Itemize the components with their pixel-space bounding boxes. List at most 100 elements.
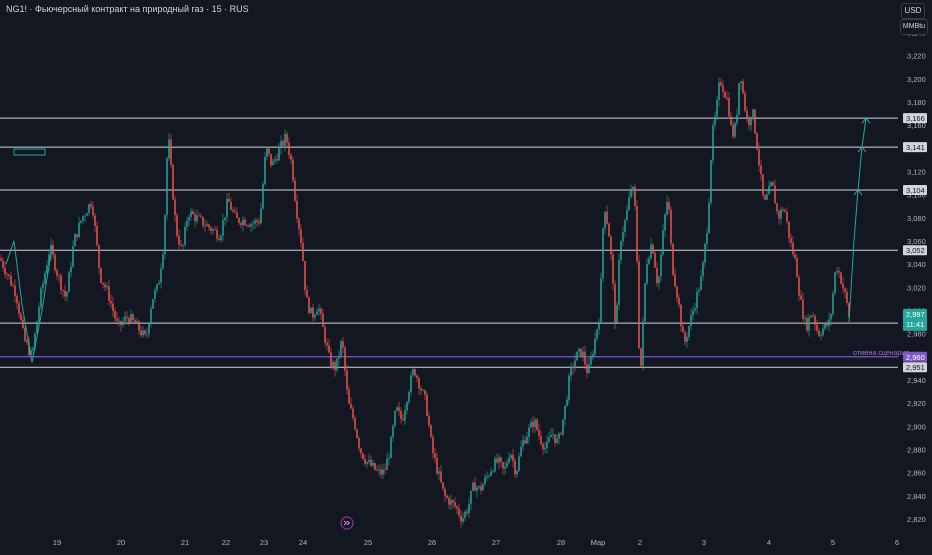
candle-body — [12, 285, 14, 287]
candle-body — [710, 160, 712, 203]
candle-body — [570, 366, 572, 376]
candle-body — [580, 348, 582, 357]
candle-body — [780, 209, 782, 219]
candle-body — [6, 274, 8, 275]
candle-body — [496, 458, 498, 463]
candle-body — [498, 457, 500, 463]
candle-body — [608, 223, 610, 237]
candle-body — [100, 267, 102, 283]
candle-body — [186, 220, 188, 227]
candle-body — [4, 267, 6, 275]
candle-body — [572, 366, 574, 369]
candle-body — [90, 204, 92, 207]
target-arrow — [857, 146, 867, 153]
candle-body — [618, 259, 620, 305]
candle-body — [814, 315, 816, 325]
candle-body — [840, 272, 842, 284]
level-price-tag: 3,166 — [906, 114, 925, 123]
candle-body — [300, 229, 302, 243]
annotation-box[interactable] — [13, 148, 46, 156]
candle-body — [826, 323, 828, 326]
time-tick-label: 27 — [492, 538, 500, 547]
candle-body — [22, 320, 24, 328]
candle-body — [456, 506, 458, 509]
candle-body — [636, 206, 638, 262]
candle-body — [448, 497, 450, 505]
candle-body — [350, 403, 352, 409]
candle-body — [50, 244, 52, 255]
candle-body — [514, 460, 516, 475]
time-tick-label: 22 — [222, 538, 230, 547]
candle-body — [378, 469, 380, 471]
candle-body — [588, 364, 590, 374]
unit-button[interactable]: MMBtu — [900, 19, 928, 35]
candle-body — [662, 230, 664, 255]
candle-body — [394, 410, 396, 426]
candle-body — [554, 434, 556, 443]
currency-button[interactable]: USD — [901, 3, 925, 19]
candle-body — [678, 297, 680, 305]
candle-body — [242, 219, 244, 226]
candle-body — [454, 502, 456, 507]
candle-body — [548, 437, 550, 442]
candle-body — [42, 283, 44, 289]
candle-body — [446, 495, 448, 498]
candle-body — [546, 441, 548, 448]
candle-body — [686, 337, 688, 342]
candle-body — [530, 421, 532, 428]
candle-body — [462, 518, 464, 522]
candle-body — [432, 436, 434, 454]
candle-body — [452, 500, 454, 503]
candle-body — [132, 314, 134, 320]
candle-body — [330, 352, 332, 368]
candle-body — [138, 321, 140, 331]
candle-body — [504, 466, 506, 469]
candle-body — [202, 216, 204, 226]
symbol-title[interactable]: NG1! · Фьючерсный контракт на природный … — [6, 4, 249, 14]
candle-body — [118, 320, 120, 322]
candle-body — [248, 225, 250, 227]
candle-body — [276, 159, 278, 161]
candle-body — [178, 235, 180, 245]
candle-body — [668, 202, 670, 210]
candle-body — [292, 159, 294, 181]
candle-body — [630, 190, 632, 198]
price-tick-label: 3,060 — [907, 237, 926, 246]
candle-body — [156, 284, 158, 291]
candle-body — [642, 321, 644, 366]
candle-body — [94, 215, 96, 226]
candle-body — [200, 215, 202, 217]
candle-body — [518, 456, 520, 471]
candle-body — [262, 184, 264, 209]
candle-body — [40, 288, 42, 308]
target-arrow — [853, 189, 863, 196]
candle-body — [70, 266, 72, 273]
candle-body — [56, 270, 58, 276]
candles — [0, 77, 850, 529]
candle-body — [228, 199, 230, 203]
candle-body — [794, 254, 796, 258]
candle-body — [8, 274, 10, 277]
candle-body — [828, 319, 830, 326]
candle-body — [536, 419, 538, 430]
candle-body — [24, 327, 26, 342]
candle-body — [696, 291, 698, 309]
candle-body — [750, 116, 752, 126]
candle-body — [472, 482, 474, 491]
candle-body — [420, 388, 422, 391]
events-icon[interactable] — [340, 516, 354, 530]
candle-body — [216, 229, 218, 239]
candle-body — [14, 285, 16, 297]
candle-body — [184, 226, 186, 245]
candle-body — [130, 314, 132, 323]
candle-body — [632, 186, 634, 191]
candle-body — [680, 304, 682, 327]
time-axis[interactable]: 19 20 21 22 23 24 25 26 27 28 Мар 2 3 4 5 6 — [53, 538, 899, 547]
candle-body — [622, 232, 624, 242]
candle-body — [360, 448, 362, 454]
candle-body — [480, 486, 482, 491]
candle-body — [684, 332, 686, 342]
candle-body — [324, 326, 326, 343]
